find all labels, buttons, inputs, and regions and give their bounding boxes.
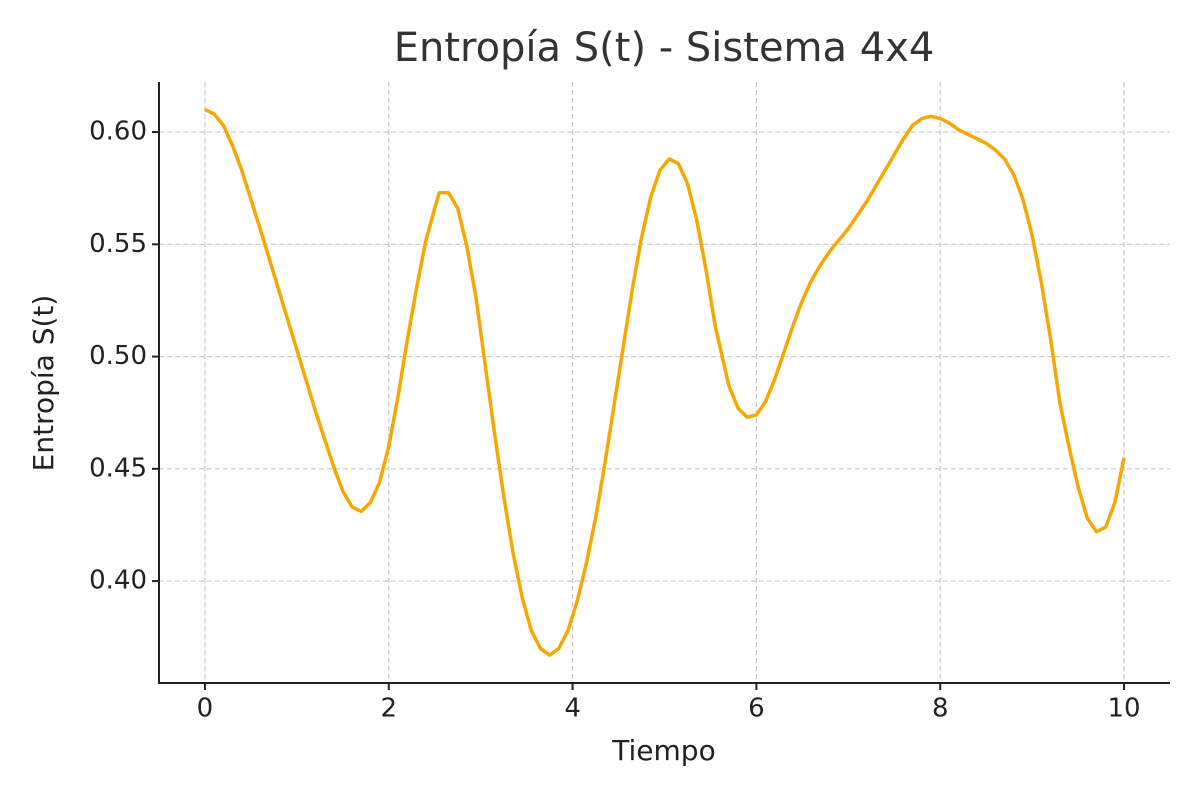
y-tick-label: 0.60 [89,117,147,147]
y-tick-label: 0.50 [89,341,147,371]
x-tick-label: 6 [748,694,765,724]
x-axis-label: Tiempo [611,734,715,767]
y-tick-label: 0.45 [89,453,147,483]
x-tick-label: 0 [197,694,214,724]
y-axis-label: Entropía S(t) [27,295,60,472]
x-tick-label: 8 [932,694,949,724]
y-tick-label: 0.55 [89,229,147,259]
x-tick-label: 10 [1107,694,1140,724]
x-tick-label: 4 [564,694,581,724]
x-tick-label: 2 [380,694,397,724]
data-line [204,108,1126,657]
y-tick-label: 0.40 [89,566,147,596]
chart-title: Entropía S(t) - Sistema 4x4 [394,25,935,71]
